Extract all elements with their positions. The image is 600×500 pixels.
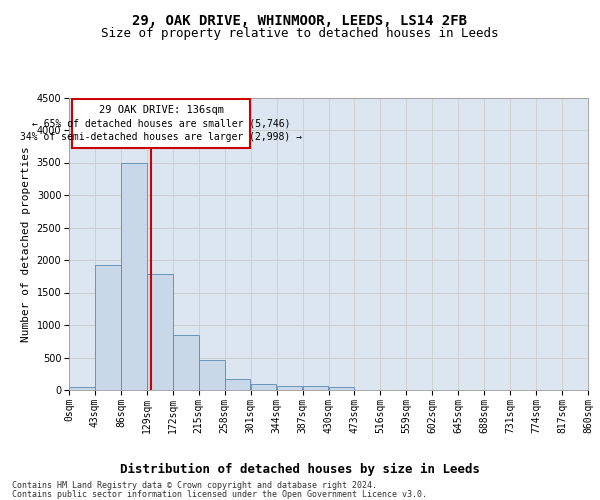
Bar xyxy=(303,386,328,390)
Text: ← 65% of detached houses are smaller (5,746): ← 65% of detached houses are smaller (5,… xyxy=(32,119,290,129)
Bar xyxy=(329,388,354,390)
Bar xyxy=(69,388,95,390)
Y-axis label: Number of detached properties: Number of detached properties xyxy=(21,146,31,342)
Bar xyxy=(251,384,277,390)
Text: Size of property relative to detached houses in Leeds: Size of property relative to detached ho… xyxy=(101,28,499,40)
Bar xyxy=(147,274,173,390)
Text: 29, OAK DRIVE, WHINMOOR, LEEDS, LS14 2FB: 29, OAK DRIVE, WHINMOOR, LEEDS, LS14 2FB xyxy=(133,14,467,28)
Bar xyxy=(173,335,199,390)
Bar xyxy=(95,265,121,390)
Bar xyxy=(277,386,302,390)
Text: Contains public sector information licensed under the Open Government Licence v3: Contains public sector information licen… xyxy=(12,490,427,499)
Bar xyxy=(199,360,224,390)
Bar xyxy=(225,380,250,390)
Bar xyxy=(72,100,250,148)
Text: 29 OAK DRIVE: 136sqm: 29 OAK DRIVE: 136sqm xyxy=(98,105,224,115)
Text: Contains HM Land Registry data © Crown copyright and database right 2024.: Contains HM Land Registry data © Crown c… xyxy=(12,481,377,490)
Text: 34% of semi-detached houses are larger (2,998) →: 34% of semi-detached houses are larger (… xyxy=(20,132,302,142)
Bar xyxy=(121,162,146,390)
Text: Distribution of detached houses by size in Leeds: Distribution of detached houses by size … xyxy=(120,462,480,475)
